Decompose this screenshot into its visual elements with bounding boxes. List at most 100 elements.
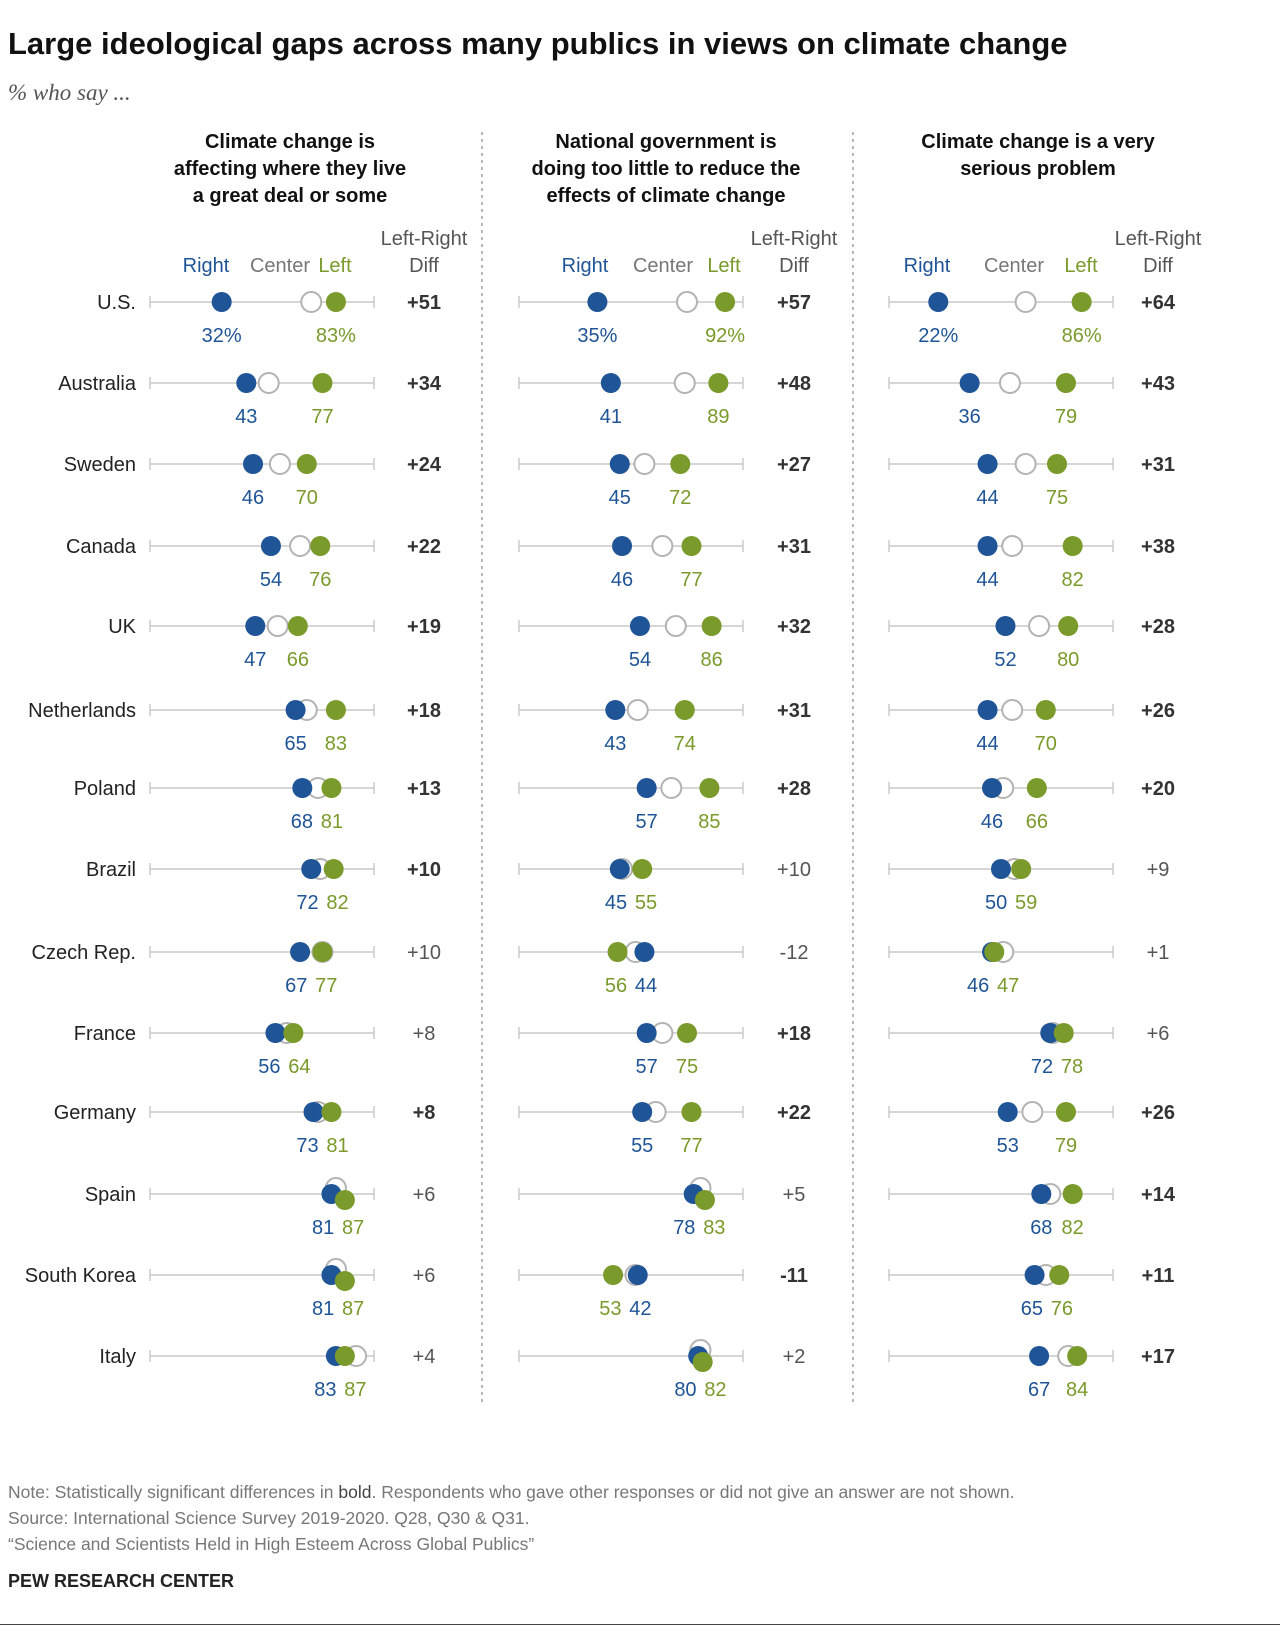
dot-left xyxy=(632,859,653,879)
diff-header-line: Left-Right xyxy=(1115,228,1202,250)
dot-left xyxy=(321,1102,342,1122)
legend-right: Right xyxy=(562,255,609,277)
value-label-left: 80 xyxy=(1057,649,1079,671)
panel-title-line: effects of climate change xyxy=(547,185,786,207)
diff-value: -12 xyxy=(780,942,809,964)
value-label-right: 43 xyxy=(235,406,257,428)
value-label-right: 47 xyxy=(244,649,266,671)
diff-value: +31 xyxy=(1141,454,1175,476)
value-label-left: 81 xyxy=(326,1135,348,1157)
value-label-right: 45 xyxy=(605,892,627,914)
dot-left xyxy=(310,536,331,556)
diff-value: +10 xyxy=(407,859,441,881)
dot-center xyxy=(257,372,280,394)
value-label-right: 41 xyxy=(600,406,622,428)
value-label-left: 75 xyxy=(1046,487,1068,509)
diff-value: +31 xyxy=(777,536,811,558)
dot-left xyxy=(692,1352,713,1372)
value-label-right: 50 xyxy=(985,892,1007,914)
value-label-left: 83 xyxy=(703,1217,725,1239)
value-label-right: 36 xyxy=(959,406,981,428)
diff-value: +8 xyxy=(413,1023,436,1045)
dot-right xyxy=(612,536,633,556)
dot-center xyxy=(664,615,687,637)
dot-center xyxy=(1001,535,1024,557)
value-label-right: 78 xyxy=(673,1217,695,1239)
value-label-left: 92% xyxy=(705,325,745,347)
value-label-right: 46 xyxy=(242,487,264,509)
bottom-rule xyxy=(0,1624,1280,1625)
dot-left xyxy=(603,1265,624,1285)
diff-value: +6 xyxy=(413,1184,436,1206)
panel-title-line: Climate change is a very xyxy=(921,131,1155,153)
dot-right xyxy=(634,942,655,962)
legend-center: Center xyxy=(250,255,310,277)
dot-right xyxy=(236,373,257,393)
dot-left xyxy=(674,700,695,720)
dot-right xyxy=(928,292,949,312)
value-label-left: 89 xyxy=(707,406,729,428)
chart-subtitle: % who say ... xyxy=(8,80,131,105)
dot-left xyxy=(1047,454,1067,474)
diff-header-line: Left-Right xyxy=(381,228,468,250)
dot-left xyxy=(699,778,720,798)
diff-header-line: Diff xyxy=(779,255,809,277)
dot-left xyxy=(283,1023,304,1043)
diff-value: +17 xyxy=(1141,1346,1175,1368)
value-label-right: 45 xyxy=(609,487,631,509)
value-label-left: 79 xyxy=(1055,406,1077,428)
value-label-right: 81 xyxy=(312,1298,334,1320)
diff-value: +26 xyxy=(1141,700,1175,722)
dot-right xyxy=(265,1023,286,1043)
diff-header-line: Diff xyxy=(1143,255,1173,277)
dot-left xyxy=(715,292,736,312)
dot-right xyxy=(290,942,311,962)
country-label: Italy xyxy=(99,1346,136,1368)
country-label: Poland xyxy=(74,778,136,800)
value-label-right: 44 xyxy=(976,487,998,509)
dot-right xyxy=(292,778,313,798)
dot-right xyxy=(982,778,1003,798)
dot-right xyxy=(587,292,608,312)
dot-plot-chart: U.S. Australia Sweden Canada UK Netherlands Po… xyxy=(25,131,1202,1402)
dot-left xyxy=(677,1023,697,1043)
diff-value: +5 xyxy=(783,1184,806,1206)
dot-left xyxy=(1055,373,1076,393)
diff-value: +31 xyxy=(777,700,811,722)
value-label-left: 72 xyxy=(669,487,691,509)
diff-value: +32 xyxy=(777,616,811,638)
dot-center xyxy=(1014,453,1037,475)
report-line: “Science and Scientists Held in High Est… xyxy=(8,1534,535,1554)
value-label-left: 85 xyxy=(698,811,720,833)
diff-value: +6 xyxy=(1147,1023,1170,1045)
value-label-right: 55 xyxy=(631,1135,653,1157)
value-label-left: 78 xyxy=(1061,1056,1083,1078)
diff-value: +18 xyxy=(777,1023,811,1045)
dot-left xyxy=(325,700,346,720)
value-label-left: 84 xyxy=(1066,1379,1088,1401)
legend-left: Left xyxy=(318,255,352,277)
diff-value: +48 xyxy=(777,373,811,395)
country-label: Netherlands xyxy=(28,700,136,722)
value-label-right: 54 xyxy=(260,569,282,591)
value-label-left: 79 xyxy=(1055,1135,1077,1157)
dot-right xyxy=(605,700,626,720)
dot-left xyxy=(681,536,702,556)
diff-value: +4 xyxy=(413,1346,436,1368)
value-label-left: 83 xyxy=(325,733,347,755)
diff-value: +1 xyxy=(1147,942,1170,964)
diff-value: +26 xyxy=(1141,1102,1175,1124)
dot-right xyxy=(600,373,621,393)
dot-center xyxy=(268,453,291,475)
dot-center xyxy=(1028,615,1051,637)
value-label-right: 46 xyxy=(967,975,989,997)
dot-left xyxy=(1055,1102,1076,1122)
dot-left xyxy=(708,373,729,393)
legend-left: Left xyxy=(1064,255,1098,277)
dot-left xyxy=(670,454,691,474)
value-label-left: 70 xyxy=(1035,733,1057,755)
note-prefix: Note: Statistically significant differen… xyxy=(8,1482,339,1502)
note-bold: bold xyxy=(338,1482,372,1502)
dot-right xyxy=(977,454,998,474)
brand-logo-text: PEW RESEARCH CENTER xyxy=(8,1571,235,1591)
